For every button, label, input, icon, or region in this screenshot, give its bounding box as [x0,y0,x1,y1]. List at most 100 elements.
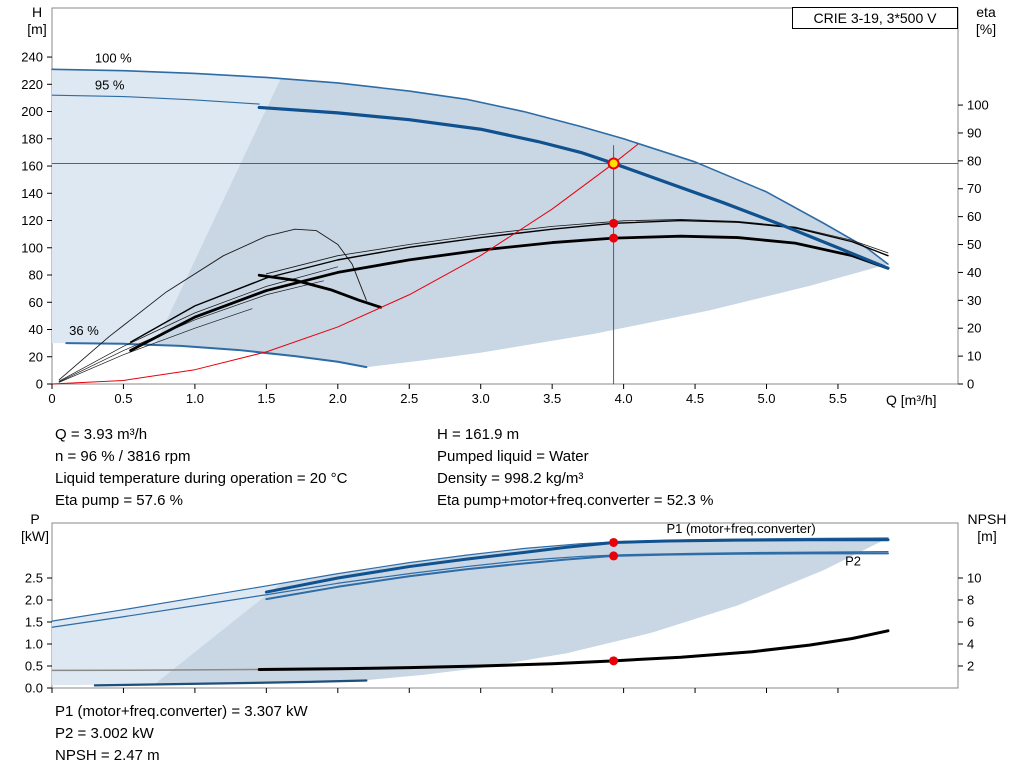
right-tick-label: 40 [967,265,981,280]
left-tick-label: 180 [21,131,43,146]
eta-pump-point [609,218,619,228]
operating-envelope-main [154,78,888,368]
info-eta-pump: Eta pump = 57.6 % [55,492,183,509]
left-tick-label: 120 [21,213,43,228]
left-tick-label: 2.0 [25,593,43,608]
p2-point [609,551,619,561]
x-tick-label: 4.5 [686,391,704,406]
eta-total-curve [129,234,890,352]
info-head: H = 161.9 m [437,426,520,443]
h-axis-letter: H [31,4,43,20]
h-axis-title: H [m] [16,4,58,38]
npsh-axis-letter: NPSH [967,511,1007,527]
eta-axis-unit: [%] [975,21,997,37]
right-tick-label: 30 [967,293,981,308]
eta-total-point [609,233,619,243]
left-tick-label: 60 [29,295,43,310]
info-p2: P2 = 3.002 kW [55,725,154,742]
info-p1: P1 (motor+freq.converter) = 3.307 kW [55,703,308,720]
info-liquid-temp: Liquid temperature during operation = 20… [55,470,348,487]
h-axis-unit: [m] [27,21,47,37]
right-tick-label: 20 [967,321,981,336]
npsh-point [609,656,619,666]
eta-fan-line-3 [58,308,253,383]
p-axis-unit: [kW] [21,528,49,544]
affinity-parabola [51,143,639,385]
info-npsh: NPSH = 2.47 m [55,747,160,764]
speed-label-95: 95 % [95,78,125,93]
x-tick-label: 0 [48,391,55,406]
speed-curve-95pct [51,94,260,105]
duty-point[interactable] [607,157,620,170]
right-tick-label: 60 [967,209,981,224]
left-tick-label: 240 [21,50,43,65]
p1-point [609,537,619,547]
right-tick-label: 50 [967,237,981,252]
npsh-axis-unit: [m] [977,528,997,544]
x-tick-label: 1.0 [186,391,204,406]
left-tick-label: 0.5 [25,659,43,674]
eta-axis-letter: eta [976,4,996,20]
p-axis-letter: P [30,511,40,527]
min-speed-curve-36pct [65,342,368,369]
max-speed-curve-100pct [51,68,889,265]
x-tick-label: 3.5 [543,391,561,406]
right-tick-label: 70 [967,181,981,196]
right-tick-label: 8 [967,593,974,608]
x-tick-label: 5.5 [829,391,847,406]
x-tick-label: 0.5 [114,391,132,406]
x-tick-label: 5.0 [757,391,775,406]
right-tick-label: 90 [967,125,981,140]
x-tick-label: 2.5 [400,391,418,406]
left-tick-label: 80 [29,268,43,283]
duty-speed-curve-96pct [257,105,890,270]
left-tick-label: 1.5 [25,615,43,630]
eta-pump-curve [129,219,889,343]
right-tick-label: 2 [967,659,974,674]
left-tick-label: 160 [21,159,43,174]
info-speed: n = 96 % / 3816 rpm [55,448,191,465]
eta-fan-line-2 [58,280,324,383]
left-tick-label: 0 [36,377,43,392]
left-tick-label: 0.0 [25,681,43,696]
left-tick-label: 140 [21,186,43,201]
q-axis-unit-label: Q [m³/h] [886,392,937,408]
eta-total-reduced-segment [257,273,383,309]
x-tick-label: 2.0 [329,391,347,406]
right-tick-label: 4 [967,637,974,652]
eta-pump-aux-curve [265,219,889,275]
info-eta-total: Eta pump+motor+freq.converter = 52.3 % [437,492,714,509]
left-tick-label: 220 [21,77,43,92]
hq-chart: 0 0.5 1.0 1.5 2.0 2.5 3.0 3.5 4.0 4.5 5.0 5.5 0 20 40 6… [21,7,989,406]
info-q: Q = 3.93 m³/h [55,426,148,443]
npsh-low-flow-segment [51,668,260,672]
x-tick-label: 3.0 [472,391,490,406]
p1-duty-curve [264,538,890,594]
right-tick-label: 100 [967,98,989,113]
right-tick-label: 80 [967,153,981,168]
npsh-axis-title: NPSH [m] [958,511,1016,545]
power-envelope-main [154,537,888,685]
left-tick-label: 1.0 [25,637,43,652]
left-tick-label: 100 [21,240,43,255]
p1-curve-label: P1 (motor+freq.converter) [666,521,815,536]
power-npsh-chart: 0.0 0.5 1.0 1.5 2.0 2.5 2 4 6 8 10 P1 (motor+freq.c… [25,521,982,695]
p-min-speed-curve [93,679,368,687]
x-tick-label: 4.0 [615,391,633,406]
p2-curve-label: P2 [845,554,861,569]
p2-duty-curve [265,552,889,601]
eta-axis-title: eta [%] [962,4,1010,38]
speed-label-36: 36 % [69,323,99,338]
right-tick-label: 10 [967,571,981,586]
left-tick-label: 20 [29,349,43,364]
info-pumped-liquid: Pumped liquid = Water [437,448,589,465]
info-density: Density = 998.2 kg/m³ [437,470,584,487]
pump-title-box: CRIE 3-19, 3*500 V [792,7,958,29]
left-tick-label: 2.5 [25,571,43,586]
speed-label-100: 100 % [95,50,132,65]
p2-100pct-curve [51,550,889,628]
x-tick-label: 1.5 [257,391,275,406]
left-tick-label: 200 [21,104,43,119]
